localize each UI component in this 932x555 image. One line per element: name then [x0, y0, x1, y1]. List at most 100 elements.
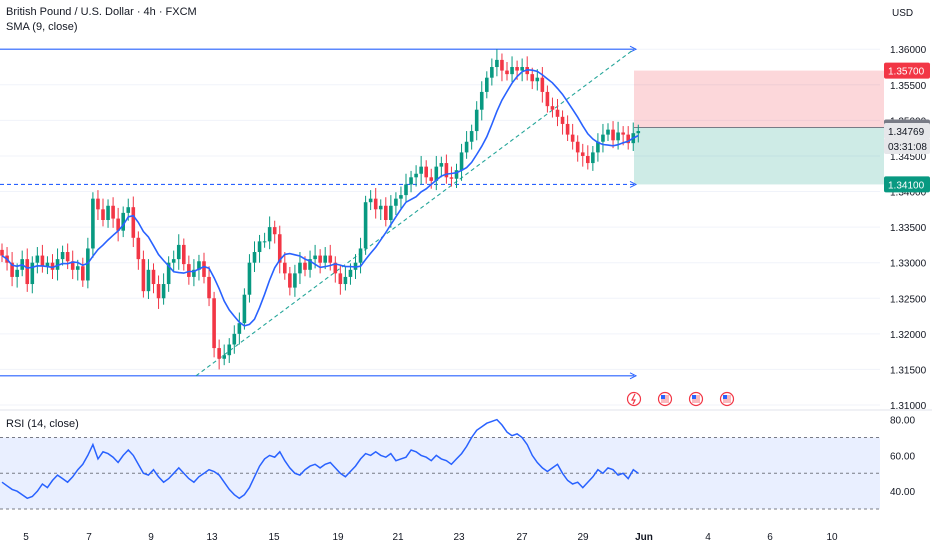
- price-tag-label: 1.34769: [888, 127, 925, 138]
- candle-body: [192, 269, 196, 277]
- sma-legend[interactable]: SMA (9, close): [6, 21, 78, 33]
- candle-body: [232, 333, 237, 345]
- candle-body: [91, 198, 95, 249]
- candle-body: [570, 134, 575, 142]
- price-tag-label: 03:31:08: [888, 142, 927, 153]
- candle-body: [490, 67, 494, 78]
- time-axis[interactable]: 5 7 9 13 15 19 21 23 27 29 Jun 4 6 10: [23, 532, 838, 543]
- candle-body: [550, 106, 555, 110]
- candle-body: [298, 262, 302, 274]
- candle-body: [439, 163, 444, 167]
- candle-body: [222, 355, 226, 359]
- candle-body: [126, 207, 131, 213]
- price-tag: [884, 176, 930, 193]
- candle-body: [636, 131, 641, 134]
- line-arrow-icon: [629, 180, 638, 188]
- rsi-axis[interactable]: 80.00 60.00 40.00: [890, 416, 915, 499]
- candles: [0, 49, 641, 370]
- time-tick-label: 21: [392, 532, 404, 543]
- currency-label[interactable]: USD: [892, 8, 914, 19]
- chart-title[interactable]: British Pound / U.S. Dollar · 4h · FXCM: [6, 6, 197, 18]
- price-tick-label: 1.31000: [890, 401, 927, 412]
- candle-body: [495, 59, 499, 68]
- candle-body: [65, 252, 70, 262]
- candle-body: [520, 67, 524, 71]
- us-flag-event-icon[interactable]: [657, 391, 673, 407]
- us-flag-event-icon[interactable]: [719, 391, 735, 407]
- candle-body: [626, 134, 630, 144]
- candle-body: [15, 269, 19, 277]
- time-tick-label: 10: [826, 532, 838, 543]
- candle-body: [500, 59, 504, 71]
- stop-loss-zone[interactable]: [634, 70, 884, 128]
- rsi-tick-label: 40.00: [890, 487, 915, 498]
- candle-body: [540, 77, 545, 92]
- candle-body: [141, 259, 146, 292]
- time-tick-label: Jun: [635, 532, 653, 543]
- candle-body: [10, 262, 14, 277]
- candle-body: [35, 255, 40, 263]
- candle-body: [288, 273, 292, 288]
- candle-body: [45, 262, 50, 267]
- candle-body: [565, 123, 570, 135]
- candle-body: [545, 91, 550, 107]
- candle-body: [166, 262, 171, 285]
- candle-body: [283, 262, 287, 274]
- position-tool[interactable]: [634, 70, 884, 185]
- line-arrow-icon: [629, 45, 638, 53]
- rsi-band: [0, 436, 880, 510]
- candle-body: [469, 131, 474, 142]
- price-tick-label: 1.33500: [890, 223, 927, 234]
- candle-body: [156, 284, 161, 299]
- price-tag: [884, 123, 930, 140]
- candle-body: [293, 273, 297, 288]
- trend-line[interactable]: [195, 48, 635, 377]
- candle-body: [474, 109, 479, 132]
- candle-body: [343, 276, 348, 285]
- lightning-event-icon[interactable]: [626, 391, 642, 407]
- candle-body: [535, 77, 540, 82]
- candle-body: [389, 205, 393, 220]
- candle-body: [586, 155, 590, 164]
- event-markers[interactable]: [626, 391, 735, 407]
- horizontal-lines[interactable]: [0, 45, 638, 380]
- candle-body: [313, 255, 317, 260]
- candle-body: [323, 255, 327, 263]
- candle-body: [338, 273, 343, 285]
- candle-body: [106, 205, 110, 220]
- price-tick-label: 1.34000: [890, 188, 927, 199]
- candle-body: [368, 198, 373, 203]
- price-tag: [884, 62, 930, 79]
- candle-body: [197, 261, 201, 270]
- candle-body: [146, 269, 151, 292]
- price-tick-label: 1.33000: [890, 259, 927, 270]
- price-axis[interactable]: 1.360001.355001.350001.345001.340001.335…: [890, 45, 927, 412]
- us-flag-event-icon[interactable]: [688, 391, 704, 407]
- time-tick-label: 9: [148, 532, 154, 543]
- candle-body: [0, 249, 4, 256]
- candle-body: [449, 177, 454, 179]
- candle-body: [96, 198, 100, 210]
- time-tick-label: 7: [86, 532, 92, 543]
- candle-body: [373, 198, 378, 210]
- time-tick-label: 6: [767, 532, 773, 543]
- rsi-line: [1, 418, 639, 500]
- candle-body: [444, 163, 449, 178]
- candle-body: [70, 261, 75, 270]
- candle-body: [424, 166, 428, 178]
- candle-body: [459, 152, 464, 171]
- take-profit-zone[interactable]: [634, 127, 884, 185]
- candle-body: [348, 269, 353, 277]
- price-tag-label: 1.34100: [888, 180, 925, 191]
- candle-body: [60, 252, 65, 260]
- rsi-tick-label: 60.00: [890, 451, 915, 462]
- candle-body: [247, 262, 252, 295]
- candle-body: [171, 259, 176, 263]
- candle-body: [601, 134, 605, 142]
- candle-body: [575, 141, 580, 153]
- rsi-legend[interactable]: RSI (14, close): [6, 418, 79, 430]
- candle-body: [227, 344, 232, 356]
- price-tick-label: 1.36000: [890, 45, 927, 56]
- candle-body: [136, 237, 141, 260]
